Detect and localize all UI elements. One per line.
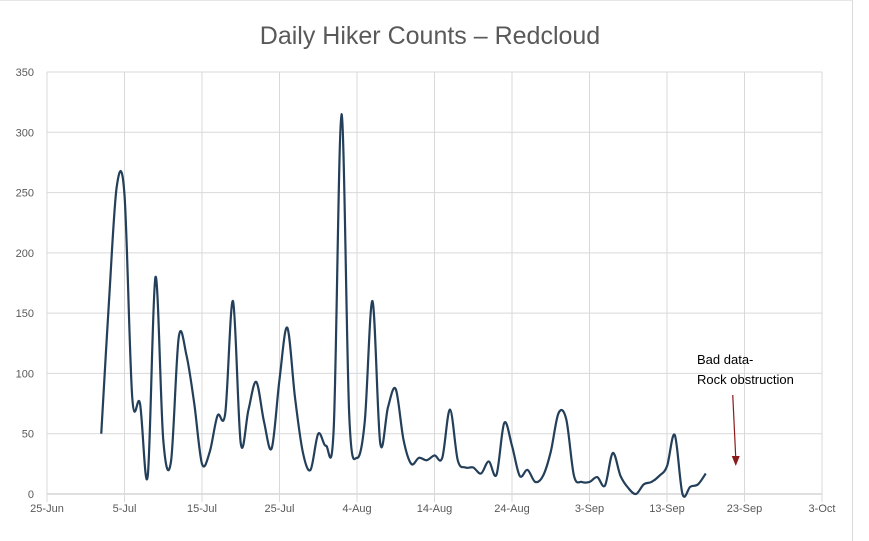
y-tick-label: 50 bbox=[22, 429, 34, 441]
series-line-daily-hiker-counts bbox=[100, 113, 707, 498]
x-tick-label: 23-Sep bbox=[727, 503, 762, 515]
x-tick-label: 4-Aug bbox=[342, 503, 371, 515]
chart-title: Daily Hiker Counts – Redcloud bbox=[259, 22, 601, 50]
line-chart: 0 50 100 150 200 250 300 350 25-Jun 5-Jul 15-Jul 25… bbox=[16, 67, 836, 515]
x-tick-label: 25-Jun bbox=[30, 503, 64, 515]
x-tick-label: 13-Sep bbox=[649, 503, 684, 515]
y-tick-label: 0 bbox=[28, 489, 34, 501]
y-tick-label: 250 bbox=[16, 188, 34, 200]
arrowhead-icon bbox=[731, 456, 740, 466]
y-tick-label: 200 bbox=[16, 248, 34, 260]
x-tick-label: 3-Oct bbox=[809, 503, 836, 515]
annotation-line2: Rock obstruction bbox=[697, 372, 794, 387]
y-tick-label: 150 bbox=[16, 308, 34, 320]
x-tick-label: 25-Jul bbox=[265, 503, 295, 515]
y-tick-label: 350 bbox=[16, 67, 34, 79]
x-tick-label: 5-Jul bbox=[113, 503, 137, 515]
x-tick-label: 3-Sep bbox=[575, 503, 604, 515]
x-tick-label: 14-Aug bbox=[417, 503, 452, 515]
annotation-arrow bbox=[732, 394, 737, 459]
y-tick-label: 100 bbox=[16, 368, 34, 380]
x-tick-label: 24-Aug bbox=[494, 503, 529, 515]
annotation-line1: Bad data- bbox=[697, 352, 753, 367]
x-tick-label: 15-Jul bbox=[187, 503, 217, 515]
y-tick-label: 300 bbox=[16, 127, 34, 139]
